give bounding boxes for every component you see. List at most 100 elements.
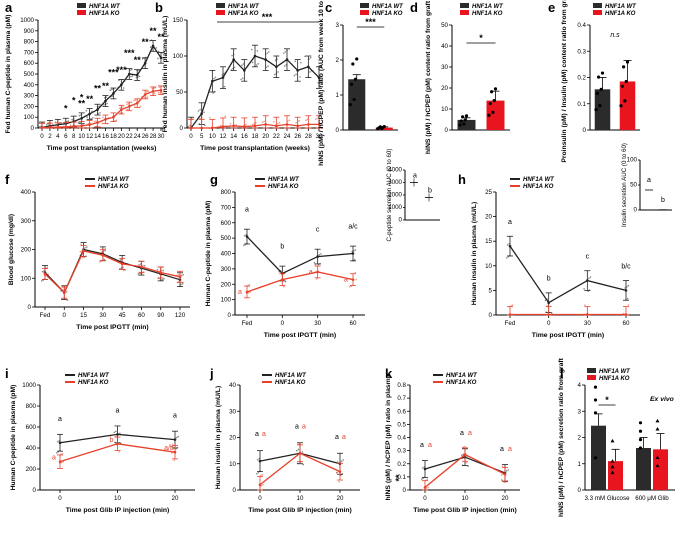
g-x-axis-label: Time post IPGTT (min) [264, 332, 336, 339]
b-scatter-point [315, 127, 318, 129]
a-scatter-point [134, 99, 137, 101]
i-scatter-point [57, 451, 60, 453]
a-scatter-point [107, 122, 109, 125]
b-scatter-point [214, 76, 217, 79]
h-y-axis-label: Human insulin in plasma (mU/L) [471, 202, 478, 305]
d-legend-wt-swatch [460, 3, 469, 8]
e-y-tick-label: 0.3 [577, 48, 586, 55]
j-letter-wt: a [335, 434, 339, 441]
k-scatter-point [426, 478, 429, 481]
i-letter-ko: a/b [164, 445, 174, 452]
a-data-point [120, 83, 123, 87]
g-letter-wt: c [316, 227, 320, 234]
b-scatter-point [204, 124, 206, 127]
g-scatter-point [353, 258, 356, 261]
h-scatter-point [546, 305, 548, 307]
k-scatter-point [503, 481, 506, 484]
a-y-tick-label: 200 [24, 103, 35, 110]
a-significance-star: * [64, 104, 68, 114]
l-significance-star: * [605, 395, 609, 405]
a-scatter-point [42, 122, 44, 124]
a-scatter-point [72, 118, 75, 120]
k-scatter-point [425, 487, 428, 489]
h-scatter-point [510, 305, 512, 307]
j-scatter-point [257, 471, 260, 474]
a-data-point [80, 116, 83, 120]
a-data-point [88, 112, 91, 116]
panel-label-h: h [458, 172, 466, 187]
a-scatter-point [63, 127, 65, 129]
b-data-point [211, 79, 214, 83]
f-scatter-point [79, 250, 82, 253]
f-scatter-point [143, 271, 145, 273]
f-scatter-point [61, 298, 63, 301]
e-data-point [595, 91, 599, 95]
a-scatter-point [149, 39, 151, 42]
g-scatter-point [351, 250, 354, 253]
b-scatter-point [266, 52, 269, 54]
b-scatter-point [308, 58, 310, 60]
a-scatter-point [141, 95, 143, 98]
b-scatter-point [268, 127, 270, 129]
b-scatter-point [295, 73, 297, 76]
f-scatter-point [82, 249, 85, 252]
b-scatter-point [318, 67, 320, 70]
a-scatter-point [78, 114, 81, 117]
a-scatter-point [143, 57, 146, 59]
c-data-point [348, 103, 352, 107]
a-scatter-point [71, 118, 73, 121]
a-scatter-point [57, 125, 59, 128]
c-data-point [352, 97, 356, 102]
b-scatter-point [277, 127, 280, 129]
b-scatter-point [223, 72, 225, 75]
a-scatter-point [125, 68, 127, 70]
h-scatter-point [506, 257, 508, 259]
a-x-tick-label: 14 [94, 133, 101, 140]
a-scatter-point [157, 57, 159, 60]
j-legend-wt-label: HNF1A WT [275, 373, 307, 379]
j-scatter-point [340, 460, 343, 463]
b-scatter-point [233, 66, 236, 69]
j-y-tick-label: 40 [229, 382, 236, 389]
a-data-point [112, 115, 115, 119]
a-scatter-point [53, 126, 56, 129]
i-scatter-point [61, 452, 64, 455]
f-scatter-point [46, 266, 49, 269]
a-scatter-point [98, 105, 100, 108]
b-scatter-point [251, 61, 254, 64]
b-data-point [285, 123, 289, 126]
i-letter-wt: a [173, 413, 177, 420]
k-significance-star: ** [394, 474, 404, 482]
a-scatter-point [107, 117, 110, 119]
i-scatter-point [114, 441, 116, 444]
g-y-tick-label: 800 [221, 189, 232, 196]
j-y-tick-label: 20 [229, 435, 236, 442]
b-legend-ko-label: HNF1A KO [228, 11, 259, 17]
i-x-tick-label: 20 [172, 495, 179, 502]
e-y-tick-label: 0.4 [577, 22, 586, 29]
f-scatter-point [139, 272, 142, 275]
g-scatter-point [249, 291, 251, 293]
d-y-axis-label: hINS (pM) / hCPEP (pM) content ratio fro… [425, 0, 432, 154]
l-data-point [655, 455, 660, 459]
b-legend-wt-swatch [216, 3, 225, 8]
l-data-point [638, 421, 643, 425]
panel-label-e: e [548, 0, 555, 15]
b-x-axis-label: Time post transplantation (weeks) [200, 145, 310, 152]
h-scatter-point [510, 314, 513, 316]
j-scatter-point [301, 451, 304, 453]
j-data-point [258, 483, 262, 487]
a-scatter-point [114, 120, 116, 122]
f-scatter-point [124, 269, 127, 271]
i-y-tick-label: 0 [33, 487, 37, 494]
b-data-point [221, 76, 225, 79]
a-data-point [143, 61, 147, 65]
k-letter-wt: a [500, 446, 504, 453]
a-scatter-point [150, 39, 153, 41]
a-significance-star: *** [116, 65, 127, 75]
a-scatter-point [111, 95, 114, 97]
a-x-tick-label: 24 [134, 133, 141, 140]
b-scatter-point [278, 121, 281, 124]
f-scatter-point [41, 279, 43, 282]
d-bar-ko [486, 100, 505, 130]
